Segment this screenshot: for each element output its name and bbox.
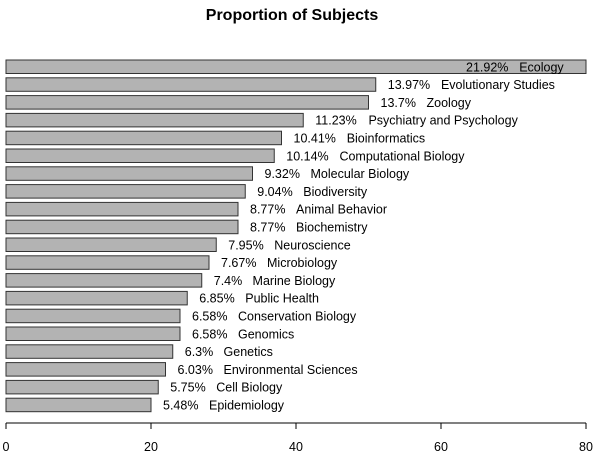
bar-percent-label: 21.92%: [466, 60, 508, 74]
bar-percent-label: 10.41%: [294, 131, 336, 145]
bar-percent-label: 8.77%: [250, 220, 285, 234]
bar-percent-label: 10.14%: [286, 149, 328, 163]
bar-category-label: Molecular Biology: [311, 167, 410, 181]
bar-category-label: Neuroscience: [274, 238, 350, 252]
bar-percent-label: 8.77%: [250, 203, 285, 217]
bar-percent-label: 7.95%: [228, 238, 263, 252]
bar: [5, 184, 246, 199]
bar-percent-label: 6.58%: [192, 327, 227, 341]
bar-percent-label: 9.32%: [265, 167, 300, 181]
bar: [5, 237, 217, 252]
bar-category-label: Biodiversity: [303, 185, 368, 199]
bar-percent-label: 5.48%: [163, 398, 198, 412]
bar-percent-label: 7.4%: [214, 274, 243, 288]
bar-labels-group: 21.92% Ecology 13.97% Evolutionary Studies 1…: [163, 60, 564, 412]
x-tick-label: 20: [144, 440, 158, 454]
bar: [5, 59, 587, 74]
bar-category-label: Evolutionary Studies: [441, 78, 555, 92]
bar: [5, 326, 181, 341]
bar-category-label: Marine Biology: [253, 274, 336, 288]
bar: [5, 255, 210, 270]
bar: [5, 201, 239, 217]
bar-percent-label: 7.67%: [221, 256, 256, 270]
x-tick-label: 40: [289, 440, 303, 454]
bar-category-label: Cell Biology: [216, 381, 283, 395]
bar-category-label: Bioinformatics: [347, 131, 426, 145]
bar: [5, 308, 181, 324]
x-axis: 0 20 40 60 80: [3, 422, 593, 454]
bar: [5, 112, 304, 128]
bar: [5, 148, 275, 163]
bar: [5, 166, 253, 181]
bar-category-label: Genetics: [224, 345, 273, 359]
bar-percent-label: 13.7%: [381, 96, 416, 110]
bar-category-label: Biochemistry: [296, 220, 368, 234]
bar-category-label: Microbiology: [267, 256, 338, 270]
bar: [5, 77, 377, 92]
bar-percent-label: 13.97%: [388, 78, 430, 92]
bar-category-label: Zoology: [427, 96, 472, 110]
bar-category-label: Public Health: [245, 292, 319, 306]
bar-percent-label: 6.85%: [199, 292, 234, 306]
bar: [5, 344, 174, 359]
bar: [5, 290, 188, 306]
bar: [5, 219, 239, 235]
x-tick-label: 80: [579, 440, 593, 454]
bar-category-label: Animal Behavior: [296, 203, 387, 217]
bar-percent-label: 6.3%: [185, 345, 214, 359]
bar-category-label: Psychiatry and Psychology: [368, 114, 518, 128]
bars-group: [5, 59, 587, 413]
bar-category-label: Conservation Biology: [238, 309, 357, 323]
x-tick-label: 0: [3, 440, 10, 454]
bar-category-label: Computational Biology: [339, 149, 465, 163]
bar-percent-label: 11.23%: [315, 114, 356, 128]
bar: [5, 379, 159, 395]
bar: [5, 130, 282, 146]
chart-title: Proportion of Subjects: [206, 7, 379, 24]
bar-category-label: Epidemiology: [209, 398, 285, 412]
bar-category-label: Ecology: [519, 60, 564, 74]
bar: [5, 397, 152, 413]
bar-category-label: Genomics: [238, 327, 294, 341]
x-tick-label: 60: [434, 440, 448, 454]
bar-percent-label: 9.04%: [257, 185, 292, 199]
bar-percent-label: 6.58%: [192, 309, 227, 323]
bar-percent-label: 6.03%: [178, 363, 213, 377]
bar: [5, 362, 166, 377]
bar-category-label: Environmental Sciences: [224, 363, 358, 377]
bar-percent-label: 5.75%: [170, 381, 205, 395]
bar: [5, 273, 203, 288]
bar: [5, 95, 369, 110]
